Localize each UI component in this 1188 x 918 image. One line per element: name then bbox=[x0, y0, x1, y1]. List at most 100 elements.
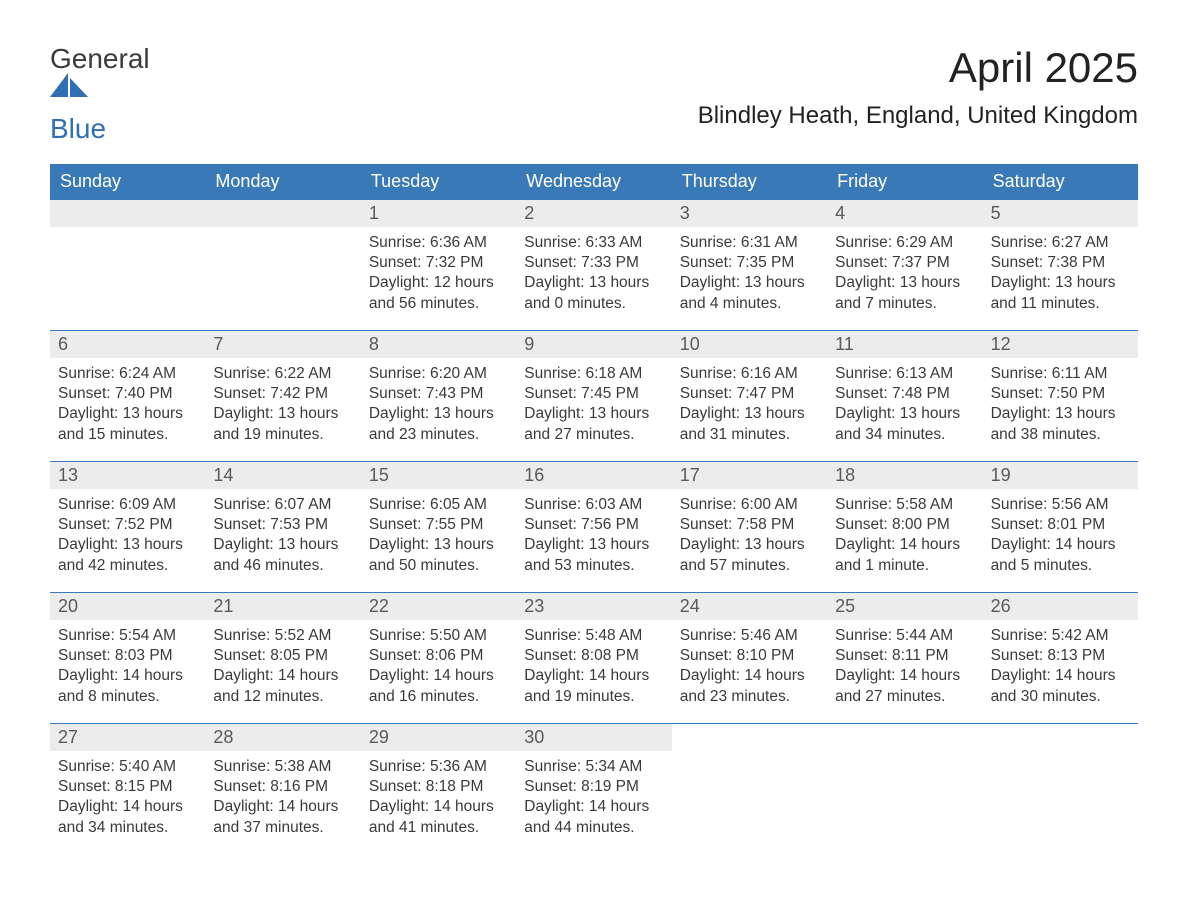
brand-name-general: General bbox=[50, 43, 150, 74]
daylight-text: and 7 minutes. bbox=[835, 294, 976, 314]
daylight-text: Daylight: 14 hours bbox=[524, 797, 665, 817]
day-details: Sunrise: 5:58 AMSunset: 8:00 PMDaylight:… bbox=[827, 489, 982, 583]
daylight-text: and 12 minutes. bbox=[213, 687, 354, 707]
sunset-text: Sunset: 8:05 PM bbox=[213, 646, 354, 666]
daylight-text: Daylight: 14 hours bbox=[213, 666, 354, 686]
daylight-text: and 23 minutes. bbox=[680, 687, 821, 707]
sunset-text: Sunset: 8:06 PM bbox=[369, 646, 510, 666]
daylight-text: and 42 minutes. bbox=[58, 556, 199, 576]
sunset-text: Sunset: 7:55 PM bbox=[369, 515, 510, 535]
daylight-text: and 56 minutes. bbox=[369, 294, 510, 314]
day-details: Sunrise: 5:46 AMSunset: 8:10 PMDaylight:… bbox=[672, 620, 827, 714]
sunset-text: Sunset: 8:11 PM bbox=[835, 646, 976, 666]
day-number: 19 bbox=[983, 462, 1138, 489]
day-number: 30 bbox=[516, 724, 671, 751]
week-row: 13Sunrise: 6:09 AMSunset: 7:52 PMDayligh… bbox=[50, 461, 1138, 592]
sunset-text: Sunset: 8:16 PM bbox=[213, 777, 354, 797]
daylight-text: Daylight: 13 hours bbox=[680, 535, 821, 555]
sunset-text: Sunset: 7:53 PM bbox=[213, 515, 354, 535]
sunrise-text: Sunrise: 6:05 AM bbox=[369, 495, 510, 515]
header: General Blue April 2025 Blindley Heath, … bbox=[50, 44, 1138, 144]
daylight-text: and 46 minutes. bbox=[213, 556, 354, 576]
day-number: 13 bbox=[50, 462, 205, 489]
day-cell bbox=[672, 724, 827, 854]
day-number: 14 bbox=[205, 462, 360, 489]
daylight-text: and 44 minutes. bbox=[524, 818, 665, 838]
day-number: 1 bbox=[361, 200, 516, 227]
day-details: Sunrise: 5:36 AMSunset: 8:18 PMDaylight:… bbox=[361, 751, 516, 845]
sunset-text: Sunset: 8:00 PM bbox=[835, 515, 976, 535]
daylight-text: Daylight: 13 hours bbox=[835, 404, 976, 424]
weeks-container: 1Sunrise: 6:36 AMSunset: 7:32 PMDaylight… bbox=[50, 199, 1138, 854]
day-cell bbox=[827, 724, 982, 854]
day-details: Sunrise: 5:44 AMSunset: 8:11 PMDaylight:… bbox=[827, 620, 982, 714]
day-details: Sunrise: 6:03 AMSunset: 7:56 PMDaylight:… bbox=[516, 489, 671, 583]
daylight-text: and 34 minutes. bbox=[58, 818, 199, 838]
day-number: 18 bbox=[827, 462, 982, 489]
day-details: Sunrise: 6:16 AMSunset: 7:47 PMDaylight:… bbox=[672, 358, 827, 452]
sunrise-text: Sunrise: 6:11 AM bbox=[991, 364, 1132, 384]
day-number: 8 bbox=[361, 331, 516, 358]
daylight-text: Daylight: 14 hours bbox=[991, 535, 1132, 555]
sunrise-text: Sunrise: 6:18 AM bbox=[524, 364, 665, 384]
daylight-text: Daylight: 14 hours bbox=[213, 797, 354, 817]
day-details: Sunrise: 6:33 AMSunset: 7:33 PMDaylight:… bbox=[516, 227, 671, 321]
day-number: 2 bbox=[516, 200, 671, 227]
sunrise-text: Sunrise: 5:48 AM bbox=[524, 626, 665, 646]
sunset-text: Sunset: 8:03 PM bbox=[58, 646, 199, 666]
sunset-text: Sunset: 8:18 PM bbox=[369, 777, 510, 797]
sunrise-text: Sunrise: 6:16 AM bbox=[680, 364, 821, 384]
sunrise-text: Sunrise: 6:03 AM bbox=[524, 495, 665, 515]
sunrise-text: Sunrise: 5:50 AM bbox=[369, 626, 510, 646]
day-cell: 29Sunrise: 5:36 AMSunset: 8:18 PMDayligh… bbox=[361, 724, 516, 854]
daylight-text: and 19 minutes. bbox=[213, 425, 354, 445]
day-details: Sunrise: 6:00 AMSunset: 7:58 PMDaylight:… bbox=[672, 489, 827, 583]
day-details: Sunrise: 6:05 AMSunset: 7:55 PMDaylight:… bbox=[361, 489, 516, 583]
daylight-text: and 30 minutes. bbox=[991, 687, 1132, 707]
daylight-text: Daylight: 14 hours bbox=[58, 666, 199, 686]
day-cell: 19Sunrise: 5:56 AMSunset: 8:01 PMDayligh… bbox=[983, 462, 1138, 592]
daylight-text: Daylight: 13 hours bbox=[369, 404, 510, 424]
sunrise-text: Sunrise: 6:00 AM bbox=[680, 495, 821, 515]
brand-logo-text: General Blue bbox=[50, 44, 150, 144]
daylight-text: Daylight: 13 hours bbox=[213, 535, 354, 555]
daylight-text: Daylight: 12 hours bbox=[369, 273, 510, 293]
day-cell: 12Sunrise: 6:11 AMSunset: 7:50 PMDayligh… bbox=[983, 331, 1138, 461]
daylight-text: and 23 minutes. bbox=[369, 425, 510, 445]
day-number: 6 bbox=[50, 331, 205, 358]
sunset-text: Sunset: 7:42 PM bbox=[213, 384, 354, 404]
dow-sunday: Sunday bbox=[50, 164, 205, 199]
daylight-text: Daylight: 13 hours bbox=[835, 273, 976, 293]
sunset-text: Sunset: 7:43 PM bbox=[369, 384, 510, 404]
sunset-text: Sunset: 8:13 PM bbox=[991, 646, 1132, 666]
dow-monday: Monday bbox=[205, 164, 360, 199]
day-details: Sunrise: 6:09 AMSunset: 7:52 PMDaylight:… bbox=[50, 489, 205, 583]
daylight-text: and 50 minutes. bbox=[369, 556, 510, 576]
day-cell: 4Sunrise: 6:29 AMSunset: 7:37 PMDaylight… bbox=[827, 200, 982, 330]
day-number: 28 bbox=[205, 724, 360, 751]
month-title: April 2025 bbox=[698, 44, 1138, 92]
day-cell: 16Sunrise: 6:03 AMSunset: 7:56 PMDayligh… bbox=[516, 462, 671, 592]
sunrise-text: Sunrise: 5:58 AM bbox=[835, 495, 976, 515]
day-cell: 30Sunrise: 5:34 AMSunset: 8:19 PMDayligh… bbox=[516, 724, 671, 854]
daylight-text: Daylight: 13 hours bbox=[58, 404, 199, 424]
day-details: Sunrise: 6:22 AMSunset: 7:42 PMDaylight:… bbox=[205, 358, 360, 452]
daylight-text: Daylight: 13 hours bbox=[991, 273, 1132, 293]
day-details: Sunrise: 6:11 AMSunset: 7:50 PMDaylight:… bbox=[983, 358, 1138, 452]
day-number: 25 bbox=[827, 593, 982, 620]
day-number: 20 bbox=[50, 593, 205, 620]
daylight-text: Daylight: 13 hours bbox=[524, 535, 665, 555]
brand-name-blue: Blue bbox=[50, 113, 106, 144]
daylight-text: and 57 minutes. bbox=[680, 556, 821, 576]
sunrise-text: Sunrise: 5:54 AM bbox=[58, 626, 199, 646]
sunset-text: Sunset: 7:58 PM bbox=[680, 515, 821, 535]
daylight-text: and 37 minutes. bbox=[213, 818, 354, 838]
daylight-text: and 11 minutes. bbox=[991, 294, 1132, 314]
day-cell: 27Sunrise: 5:40 AMSunset: 8:15 PMDayligh… bbox=[50, 724, 205, 854]
sail-icon bbox=[50, 73, 150, 97]
daylight-text: Daylight: 14 hours bbox=[369, 797, 510, 817]
sunrise-text: Sunrise: 5:44 AM bbox=[835, 626, 976, 646]
day-number: 17 bbox=[672, 462, 827, 489]
day-number: 11 bbox=[827, 331, 982, 358]
day-number: 24 bbox=[672, 593, 827, 620]
